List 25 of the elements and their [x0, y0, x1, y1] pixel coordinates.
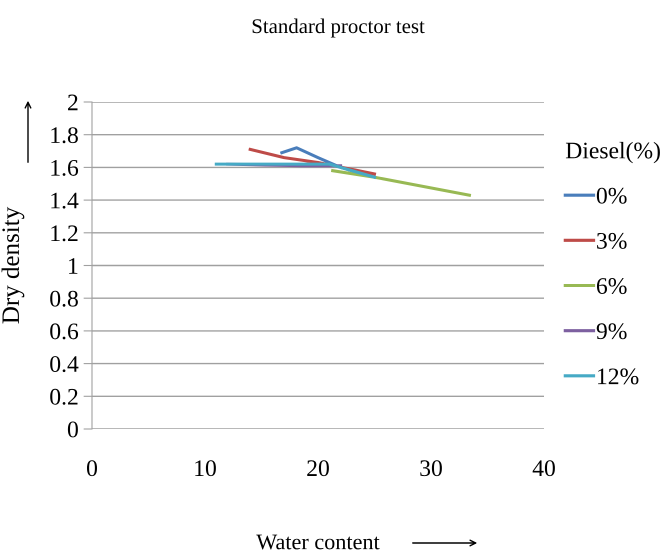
legend-label: 12% [598, 368, 638, 384]
y-tick-label: 0 [68, 421, 78, 438]
x-axis-title: Water content [256, 534, 380, 550]
y-tick-label: 1.6 [51, 160, 78, 176]
x-tick-label: 20 [307, 460, 329, 476]
y-tick-label: 1.4 [51, 192, 78, 209]
y-tick-label: 1.8 [51, 127, 78, 144]
y-tick-label: 0.8 [50, 290, 78, 307]
y-axis-title: Dry density [2, 206, 24, 324]
y-tick-label: 0.2 [50, 388, 78, 405]
legend-title: Diesel(%) [566, 142, 660, 164]
legend-label: 0% [596, 188, 627, 204]
legend-label: 6% [596, 278, 627, 294]
x-tick-label: 10 [195, 460, 216, 476]
y-tick-label: 1 [69, 258, 78, 274]
y-tick-label: 2 [68, 94, 78, 110]
x-tick-label: 30 [420, 460, 442, 476]
y-tick-label: 1.2 [51, 225, 78, 242]
x-tick-label: 0 [86, 460, 98, 476]
x-tick-label: 40 [532, 460, 555, 476]
chart-title: Standard proctor test [252, 18, 425, 38]
y-tick-label: 0.6 [50, 323, 78, 340]
legend-label: 9% [596, 323, 627, 340]
legend-label: 3% [597, 232, 627, 249]
y-tick-label: 0.4 [50, 356, 78, 372]
